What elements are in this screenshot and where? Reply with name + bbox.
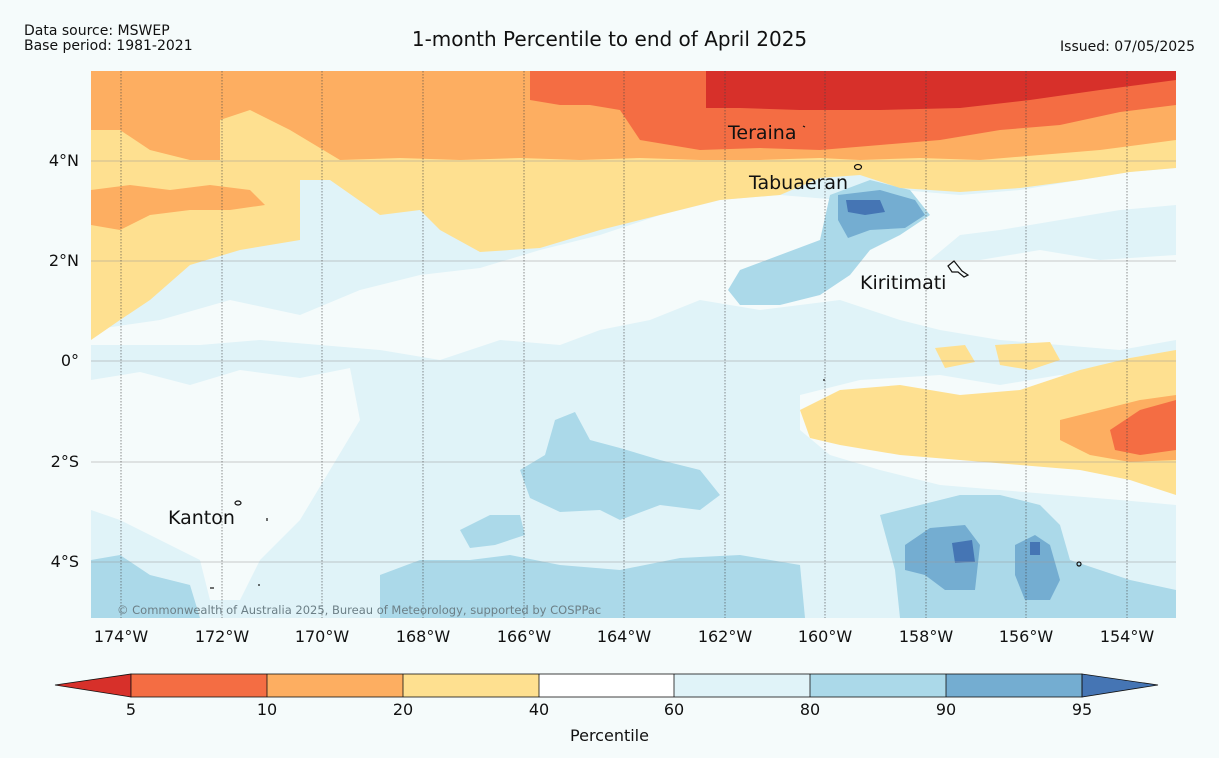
lon-label-172w: 172°W — [194, 627, 250, 646]
band-above-95-c — [1030, 542, 1040, 555]
colorbar-tick-90: 90 — [935, 700, 957, 719]
base-period-text: Base period: 1981-2021 — [24, 38, 193, 54]
band-20-40-patch-eq — [995, 342, 1060, 370]
metadata-block: Data source: MSWEP Base period: 1981-202… — [24, 24, 193, 54]
lon-label-170w: 170°W — [294, 627, 350, 646]
colorbar-tick-60: 60 — [663, 700, 685, 719]
lon-label-164w: 164°W — [596, 627, 652, 646]
band-20-40-patch-eq2 — [935, 345, 975, 368]
band-above-95-a — [846, 200, 885, 215]
place-teraina: Teraina — [727, 122, 797, 144]
band-20-40-south — [800, 350, 1176, 495]
lon-gridlines — [120, 71, 1128, 618]
band-80-90-southwest — [91, 555, 200, 618]
colorbar — [54, 673, 1159, 698]
lon-label-154w: 154°W — [1099, 627, 1155, 646]
lon-label-156w: 156°W — [998, 627, 1054, 646]
colorbar-label: Percentile — [570, 726, 649, 745]
colorbar-tick-5: 5 — [125, 700, 137, 719]
place-kiritimati: Kiritimati — [860, 272, 946, 294]
colorbar-tick-80: 80 — [799, 700, 821, 719]
lon-label-166w: 166°W — [496, 627, 552, 646]
colorbar-seg-60-80 — [674, 674, 810, 697]
band-below-5-north — [706, 71, 1176, 110]
colorbar-seg-80-90 — [810, 674, 946, 697]
band-90-95-southeast-a — [905, 525, 980, 590]
map-field — [91, 71, 1176, 618]
copyright-notice: © Commonwealth of Australia 2025, Bureau… — [117, 603, 602, 617]
band-80-90-south-mid — [380, 555, 805, 618]
band-40-60-west — [91, 368, 360, 600]
place-tabuaeran: Tabuaeran — [748, 172, 848, 194]
lon-label-158w: 158°W — [898, 627, 954, 646]
band-80-90-central — [520, 412, 720, 520]
lat-label-2s: 2°S — [50, 452, 79, 471]
colorbar-tick-40: 40 — [528, 700, 550, 719]
place-kanton: Kanton — [168, 507, 235, 529]
lon-label-168w: 168°W — [395, 627, 451, 646]
band-5-10-south — [1110, 400, 1176, 455]
colorbar-seg-10-20 — [267, 674, 403, 697]
colorbar-extend-high — [1081, 673, 1159, 698]
band-above-95-b — [952, 540, 975, 563]
colorbar-extend-low — [54, 673, 132, 698]
colorbar-tick-20: 20 — [392, 700, 414, 719]
lat-label-4s: 4°S — [50, 552, 79, 571]
lat-gridlines — [91, 160, 1176, 563]
lat-label-2n: 2°N — [48, 251, 79, 270]
band-10-20-west — [91, 185, 265, 230]
colorbar-seg-5-10 — [131, 674, 267, 697]
colorbar-seg-40-60 — [539, 674, 674, 697]
lon-label-162w: 162°W — [697, 627, 753, 646]
issued-date: Issued: 07/05/2025 — [1060, 39, 1195, 55]
island-outlines — [210, 125, 1082, 589]
lon-label-174w: 174°W — [93, 627, 149, 646]
map-title: 1-month Percentile to end of April 2025 — [411, 27, 808, 51]
band-80-90-mid-south — [460, 515, 525, 548]
lat-label-4n: 4°N — [48, 151, 79, 170]
lon-label-160w: 160°W — [797, 627, 853, 646]
colorbar-seg-20-40 — [403, 674, 539, 697]
colorbar-seg-90-95 — [946, 674, 1082, 697]
lat-label-0: 0° — [60, 351, 79, 370]
colorbar-tick-95: 95 — [1071, 700, 1093, 719]
colorbar-tick-10: 10 — [256, 700, 278, 719]
data-source-text: Data source: MSWEP — [24, 23, 170, 39]
